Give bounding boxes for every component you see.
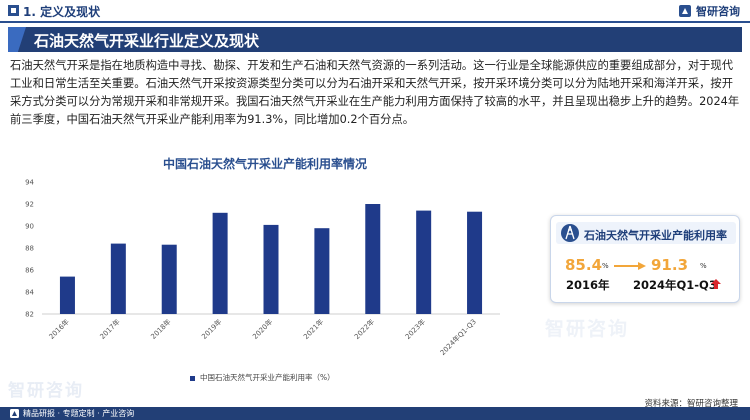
y-tick-label: 94 [25, 179, 34, 187]
section-header: 1. 定义及现状 智研咨询 [0, 0, 750, 22]
bar [161, 244, 177, 314]
banner-accent [8, 27, 26, 52]
y-tick-label: 92 [25, 201, 34, 209]
footer-bar [0, 407, 750, 420]
bar [263, 224, 279, 314]
bar [416, 210, 432, 314]
source-note: 资料来源：智研咨询整理 [644, 399, 738, 409]
x-tick-label: 2017年 [98, 317, 122, 341]
bar [212, 212, 228, 314]
y-tick-label: 84 [25, 289, 34, 297]
x-tick-label: 2020年 [250, 317, 274, 341]
brand-logo: 智研咨询 [678, 3, 740, 19]
x-tick-label: 2024年Q1-Q3 [438, 317, 478, 357]
watermark-left: 智研咨询 [8, 381, 84, 401]
kpi-value-2024: 91.3 [651, 256, 689, 274]
y-tick-label: 86 [25, 267, 34, 275]
footer-logo-icon [10, 409, 19, 418]
x-tick-label: 2023年 [403, 317, 427, 341]
arrow-right-icon [614, 262, 646, 270]
kpi-period-2016: 2016年 [566, 278, 610, 292]
intro-paragraph: 石油天然气开采是指在地质构造中寻找、勘探、开发和生产石油和天然气资源的一系列活动… [10, 59, 740, 126]
chart-title: 中国石油天然气开采业产能利用率情况 [162, 157, 367, 171]
x-tick-label: 2021年 [301, 317, 325, 341]
watermark-right: 智研咨询 [545, 318, 630, 340]
header-divider [0, 21, 750, 23]
x-tick-label: 2018年 [149, 317, 173, 341]
logo-text: 智研咨询 [696, 5, 740, 18]
logo-icon [679, 5, 691, 17]
kpi-card-title: 石油天然气开采业产能利用率 [584, 229, 727, 242]
oil-rig-icon [561, 224, 579, 242]
legend-label: 中国石油天然气开采业产能利用率（%） [200, 373, 335, 382]
kpi-period-2024: 2024年Q1-Q3 [633, 278, 717, 292]
bar [110, 243, 126, 314]
x-tick-label: 2016年 [47, 317, 71, 341]
bar [365, 204, 381, 314]
kpi-value-2016: 85.4 [565, 256, 603, 274]
y-tick-label: 90 [25, 223, 34, 231]
page-title: 石油天然气开采业行业定义及现状 [34, 32, 260, 50]
kpi-unit-2016: % [602, 262, 609, 270]
x-tick-label: 2019年 [200, 317, 224, 341]
y-tick-label: 82 [25, 311, 34, 319]
square-bullet-icon [8, 5, 19, 16]
bar-chart: 82 84 86 88 90 92 94 2016年 2017年 2018年 2019年 2020年 2… [25, 179, 500, 357]
bar [59, 276, 75, 314]
up-arrow-icon [711, 279, 721, 289]
legend-swatch [190, 376, 195, 381]
bar [314, 228, 330, 314]
kpi-unit-2024: % [700, 262, 707, 270]
title-banner: 石油天然气开采业行业定义及现状 [8, 27, 742, 52]
kpi-card-header [556, 222, 736, 244]
y-tick-label: 88 [25, 245, 34, 253]
section-title: 1. 定义及现状 [23, 5, 101, 19]
footer-text: 精品研报 · 专题定制 · 产业咨询 [23, 409, 135, 418]
x-tick-label: 2022年 [352, 317, 376, 341]
bar [467, 211, 483, 314]
